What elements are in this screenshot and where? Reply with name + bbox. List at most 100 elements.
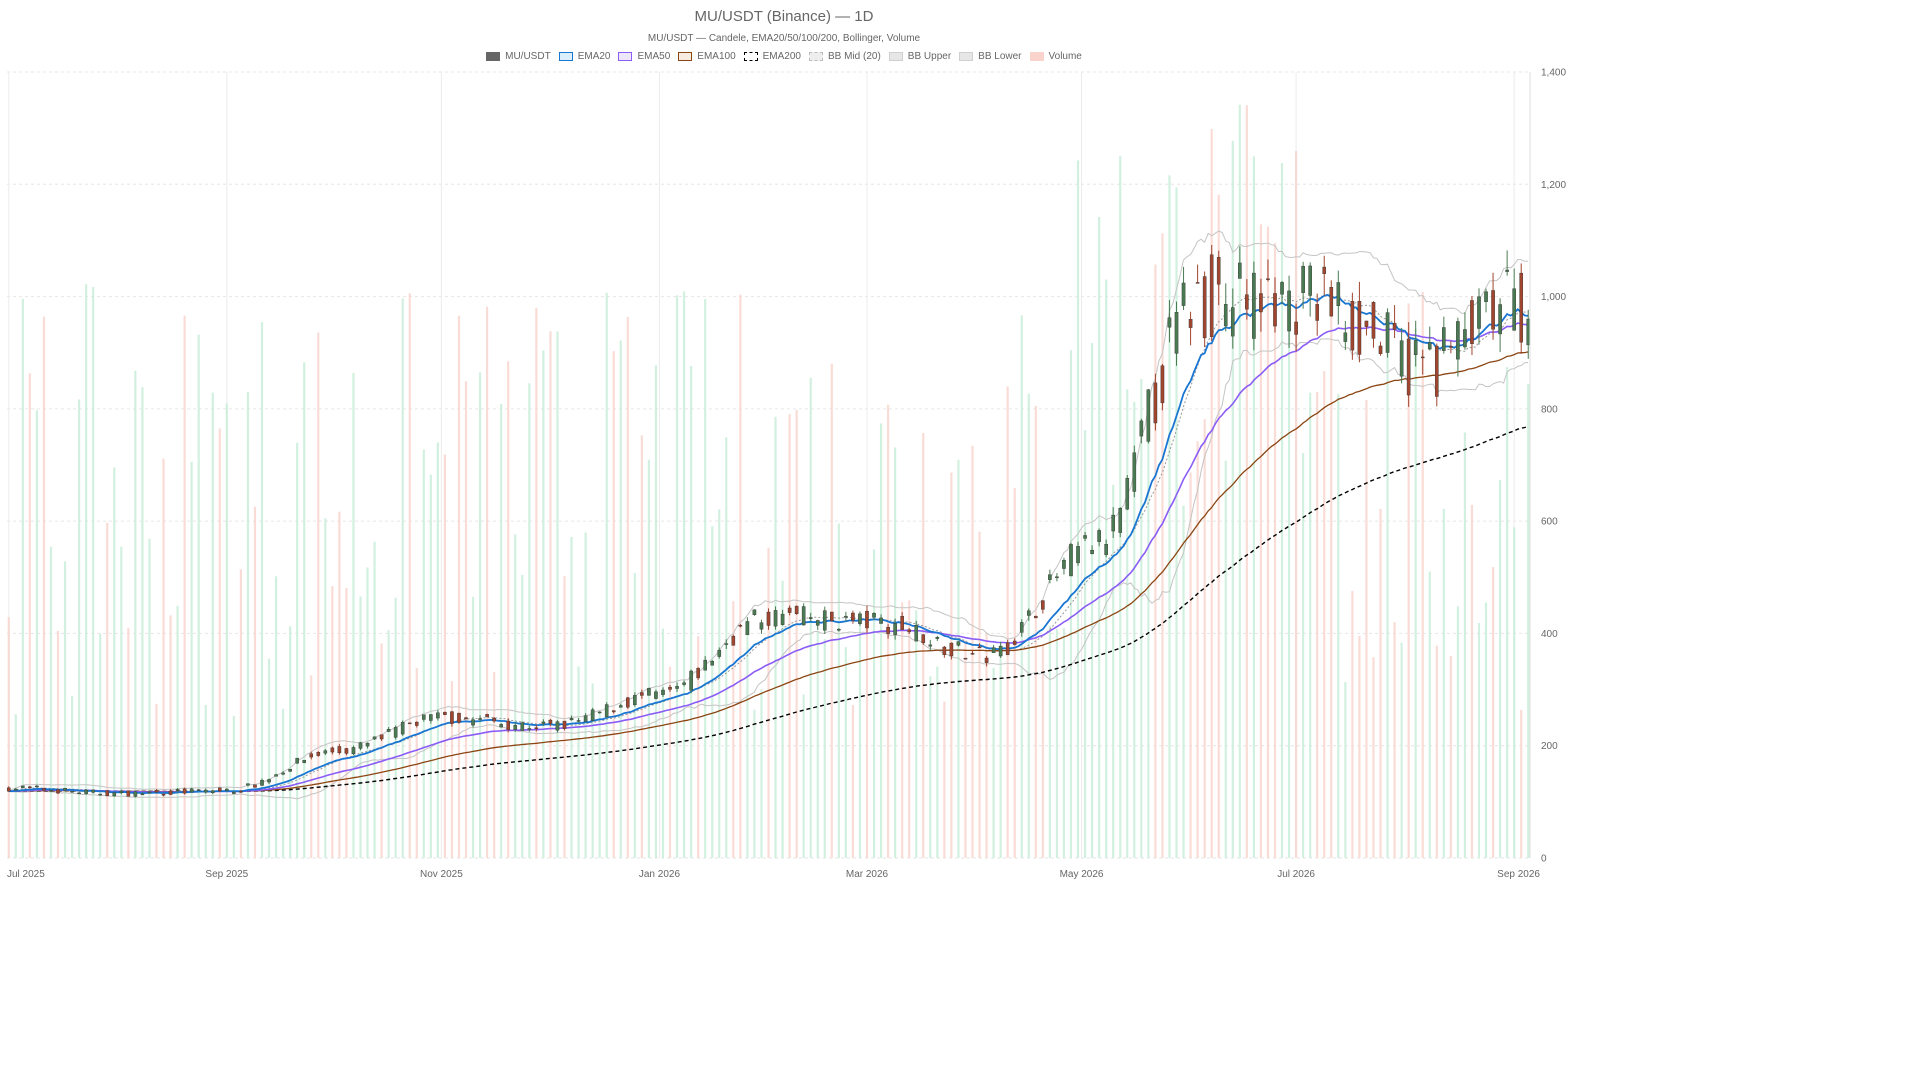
- legend-swatch: [1029, 52, 1044, 61]
- candle-body: [1385, 312, 1390, 353]
- volume-bar: [830, 363, 833, 858]
- volume-bar: [894, 447, 897, 858]
- legend-item-bb-mid-20[interactable]: BB Mid (20): [809, 51, 881, 62]
- candle-body: [942, 646, 947, 655]
- volume-bar: [120, 546, 123, 858]
- volume-bar: [1449, 655, 1452, 858]
- legend-swatch: [678, 52, 693, 61]
- volume-bar: [675, 295, 679, 858]
- volume-bar: [99, 633, 102, 858]
- volume-bar: [1442, 508, 1445, 858]
- volume-bar: [865, 609, 869, 858]
- volume-bar: [246, 391, 250, 858]
- legend-item-bb-upper[interactable]: BB Upper: [888, 51, 951, 62]
- candle-body: [1125, 478, 1130, 510]
- candle-body: [731, 635, 736, 646]
- volume-bar: [49, 546, 53, 858]
- volume-bar: [14, 714, 17, 858]
- volume-bar: [1358, 635, 1361, 858]
- candle-body: [485, 714, 489, 718]
- volume-bar: [366, 567, 369, 858]
- candle-body: [35, 785, 39, 788]
- candle-body: [1456, 321, 1460, 360]
- candle-body: [1329, 287, 1334, 317]
- candle-body: [1160, 365, 1165, 404]
- candle-body: [935, 637, 940, 639]
- legend-label: MU/USDT: [505, 51, 551, 62]
- candle-body: [576, 720, 581, 722]
- volume-bar: [788, 414, 791, 858]
- volume-bar: [1224, 460, 1227, 858]
- candle-body: [1174, 312, 1179, 354]
- candle-body: [316, 752, 321, 756]
- candle-body: [246, 783, 250, 786]
- candle-body: [1519, 272, 1524, 343]
- candle-body: [1371, 302, 1376, 339]
- chart-title: MU/USDT (Binance) — 1D: [694, 8, 874, 25]
- candle-body: [949, 642, 954, 657]
- volume-bar: [542, 350, 545, 858]
- legend-item-ema200[interactable]: EMA200: [743, 51, 801, 62]
- legend-item-volume[interactable]: Volume: [1029, 51, 1082, 62]
- volume-bar: [1527, 384, 1530, 858]
- candle-body: [900, 615, 904, 630]
- candle-body: [520, 722, 525, 731]
- volume-bar: [359, 596, 362, 858]
- volume-bar: [1294, 151, 1298, 858]
- legend-item-mu-usdt[interactable]: MU/USDT: [486, 51, 551, 62]
- candle-body: [1005, 642, 1010, 656]
- volume-bar: [1076, 160, 1080, 858]
- volume-bar: [7, 617, 10, 858]
- candle-body: [1195, 282, 1200, 284]
- candle-body: [393, 727, 398, 738]
- volume-bar: [457, 315, 461, 858]
- legend-item-ema100[interactable]: EMA100: [678, 51, 736, 62]
- candle-body: [1238, 262, 1242, 279]
- candle-body: [105, 790, 110, 797]
- candle-body: [1104, 544, 1108, 555]
- candle-body: [830, 611, 834, 622]
- candle-body: [865, 611, 869, 629]
- candle-body: [1223, 304, 1228, 327]
- candle-body: [1336, 282, 1341, 307]
- volume-bar: [992, 667, 995, 858]
- candle-body: [1498, 304, 1502, 335]
- volume-bar: [591, 683, 594, 858]
- volume-bar: [1470, 504, 1474, 858]
- candle-body: [98, 793, 103, 796]
- volume-bar: [141, 387, 144, 858]
- candle-body: [780, 613, 785, 625]
- volume-bar: [1513, 527, 1516, 858]
- legend-item-ema50[interactable]: EMA50: [618, 51, 670, 62]
- candle-body: [1209, 254, 1214, 337]
- candle-body: [309, 753, 314, 758]
- candle-body: [773, 610, 778, 627]
- candle-body: [168, 790, 173, 795]
- candle-body: [555, 721, 560, 731]
- volume-bar: [1175, 187, 1178, 859]
- candle-body: [1019, 622, 1024, 633]
- volume-bar: [253, 506, 257, 858]
- candle-body: [1041, 600, 1045, 610]
- volume-bar: [915, 610, 918, 858]
- candle-body: [196, 789, 201, 791]
- candle-body: [70, 791, 74, 793]
- candle-body: [175, 789, 180, 791]
- volume-bar: [1147, 430, 1150, 858]
- candle-body: [1153, 382, 1158, 424]
- volume-bar: [823, 638, 826, 858]
- volume-bar: [563, 576, 566, 858]
- volume-bar: [134, 370, 137, 858]
- volume-bar: [1499, 479, 1502, 858]
- candle-body: [337, 746, 342, 754]
- volume-bar: [317, 332, 320, 859]
- volume-bar: [619, 340, 622, 859]
- legend-item-bb-lower[interactable]: BB Lower: [959, 51, 1022, 62]
- legend-item-ema20[interactable]: EMA20: [558, 51, 610, 62]
- volume-bar: [654, 365, 658, 858]
- volume-bar: [1090, 343, 1094, 858]
- volume-bar: [1168, 175, 1171, 858]
- volume-bar: [816, 630, 819, 858]
- candle-body: [1294, 321, 1298, 335]
- volume-bar: [408, 293, 411, 858]
